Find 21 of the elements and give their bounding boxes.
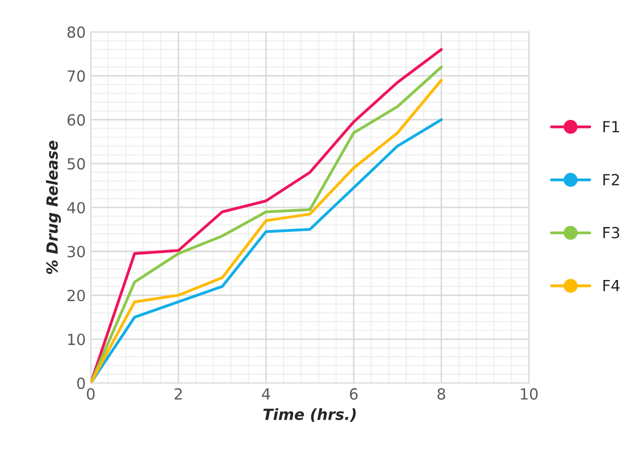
x-tick-label: 10 [520,388,538,400]
y-axis-title: % Drug Release [46,140,61,274]
y-tick-label: 80 [68,26,85,38]
y-tick-label: 30 [68,246,85,258]
y-tick-label: 50 [68,158,85,170]
x-tick-label: 0 [86,388,95,400]
x-tick-label: 8 [438,388,446,400]
y-tick-label: 10 [68,334,85,346]
y-tick-label: 70 [68,70,85,82]
y-tick-label: 40 [67,202,85,214]
y-tick-label: 60 [68,114,85,126]
legend-label: F3 [603,226,620,238]
legend-label: F2 [603,174,619,186]
x-tick-label: 2 [174,388,182,400]
y-tick-label: 0 [77,378,85,390]
y-tick-label: 20 [68,290,85,302]
x-axis-title: Time (hrs.) [263,408,356,422]
legend-label: F4 [603,280,620,292]
x-tick-label: 6 [350,388,358,400]
x-tick-label: 4 [262,388,270,400]
legend-label: F1 [603,121,619,132]
